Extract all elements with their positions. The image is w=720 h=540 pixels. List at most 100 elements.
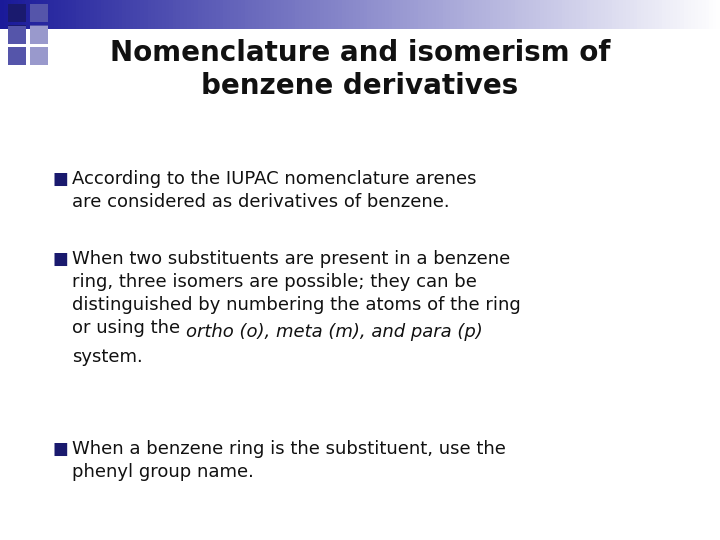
Bar bbox=[212, 0, 217, 29]
Bar bbox=[299, 0, 303, 29]
Bar bbox=[30, 4, 48, 22]
Bar bbox=[263, 0, 267, 29]
Bar bbox=[590, 0, 595, 29]
Bar bbox=[536, 0, 541, 29]
Bar bbox=[382, 0, 386, 29]
Bar bbox=[234, 0, 238, 29]
Bar bbox=[396, 0, 400, 29]
Bar bbox=[176, 0, 181, 29]
Bar bbox=[43, 0, 48, 29]
Bar bbox=[432, 0, 436, 29]
Bar bbox=[364, 0, 368, 29]
Bar bbox=[688, 0, 692, 29]
Bar bbox=[403, 0, 408, 29]
Bar bbox=[202, 0, 206, 29]
Bar bbox=[360, 0, 364, 29]
Bar bbox=[112, 0, 116, 29]
Bar bbox=[349, 0, 354, 29]
Bar bbox=[374, 0, 379, 29]
Bar bbox=[342, 0, 346, 29]
Bar bbox=[580, 0, 584, 29]
Bar bbox=[565, 0, 570, 29]
Bar bbox=[130, 0, 134, 29]
Bar bbox=[634, 0, 638, 29]
Bar bbox=[443, 0, 447, 29]
Bar bbox=[490, 0, 494, 29]
Bar bbox=[220, 0, 224, 29]
Bar bbox=[526, 0, 530, 29]
Bar bbox=[702, 0, 706, 29]
Bar bbox=[400, 0, 404, 29]
Bar bbox=[148, 0, 152, 29]
Bar bbox=[4, 0, 8, 29]
Bar bbox=[353, 0, 357, 29]
Bar bbox=[180, 0, 184, 29]
Bar bbox=[468, 0, 472, 29]
Bar bbox=[648, 0, 652, 29]
Bar bbox=[410, 0, 415, 29]
Bar bbox=[439, 0, 444, 29]
Bar bbox=[137, 0, 141, 29]
Bar bbox=[500, 0, 505, 29]
Bar bbox=[295, 0, 300, 29]
Bar bbox=[191, 0, 195, 29]
Bar bbox=[709, 0, 714, 29]
Bar bbox=[198, 0, 202, 29]
Bar bbox=[673, 0, 678, 29]
Text: According to the IUPAC nomenclature arenes
are considered as derivatives of benz: According to the IUPAC nomenclature aren… bbox=[72, 170, 477, 211]
Bar bbox=[8, 25, 26, 43]
Bar bbox=[684, 0, 688, 29]
Bar bbox=[8, 47, 26, 65]
Bar bbox=[655, 0, 660, 29]
Bar bbox=[133, 0, 138, 29]
Bar bbox=[486, 0, 490, 29]
Bar bbox=[238, 0, 242, 29]
Bar bbox=[158, 0, 163, 29]
Bar bbox=[8, 26, 26, 44]
Bar bbox=[511, 0, 516, 29]
Bar bbox=[529, 0, 534, 29]
Bar bbox=[436, 0, 440, 29]
Bar bbox=[32, 0, 37, 29]
Bar bbox=[644, 0, 649, 29]
Bar bbox=[274, 0, 278, 29]
Bar bbox=[173, 0, 177, 29]
Bar bbox=[284, 0, 289, 29]
Bar bbox=[65, 0, 69, 29]
Bar bbox=[630, 0, 634, 29]
Bar bbox=[389, 0, 393, 29]
Bar bbox=[698, 0, 703, 29]
Bar bbox=[338, 0, 343, 29]
Bar bbox=[11, 0, 15, 29]
Bar bbox=[281, 0, 285, 29]
Bar bbox=[569, 0, 573, 29]
Bar bbox=[504, 0, 508, 29]
Bar bbox=[0, 0, 4, 29]
Text: system.: system. bbox=[72, 348, 143, 366]
Bar bbox=[558, 0, 562, 29]
Bar bbox=[328, 0, 332, 29]
Bar bbox=[108, 0, 112, 29]
Bar bbox=[641, 0, 645, 29]
Bar bbox=[30, 47, 48, 65]
Bar bbox=[302, 0, 307, 29]
Bar bbox=[313, 0, 318, 29]
Bar bbox=[666, 0, 670, 29]
Bar bbox=[691, 0, 696, 29]
Bar bbox=[497, 0, 501, 29]
Bar bbox=[187, 0, 192, 29]
Bar bbox=[144, 0, 148, 29]
Bar bbox=[205, 0, 210, 29]
Bar bbox=[104, 0, 109, 29]
Bar bbox=[155, 0, 159, 29]
Bar bbox=[331, 0, 336, 29]
Bar bbox=[662, 0, 667, 29]
Bar bbox=[572, 0, 577, 29]
Bar bbox=[209, 0, 213, 29]
Text: When two substituents are present in a benzene
ring, three isomers are possible;: When two substituents are present in a b… bbox=[72, 250, 521, 337]
Bar bbox=[594, 0, 598, 29]
Bar bbox=[392, 0, 397, 29]
Bar bbox=[554, 0, 559, 29]
Bar bbox=[576, 0, 580, 29]
Bar bbox=[288, 0, 292, 29]
